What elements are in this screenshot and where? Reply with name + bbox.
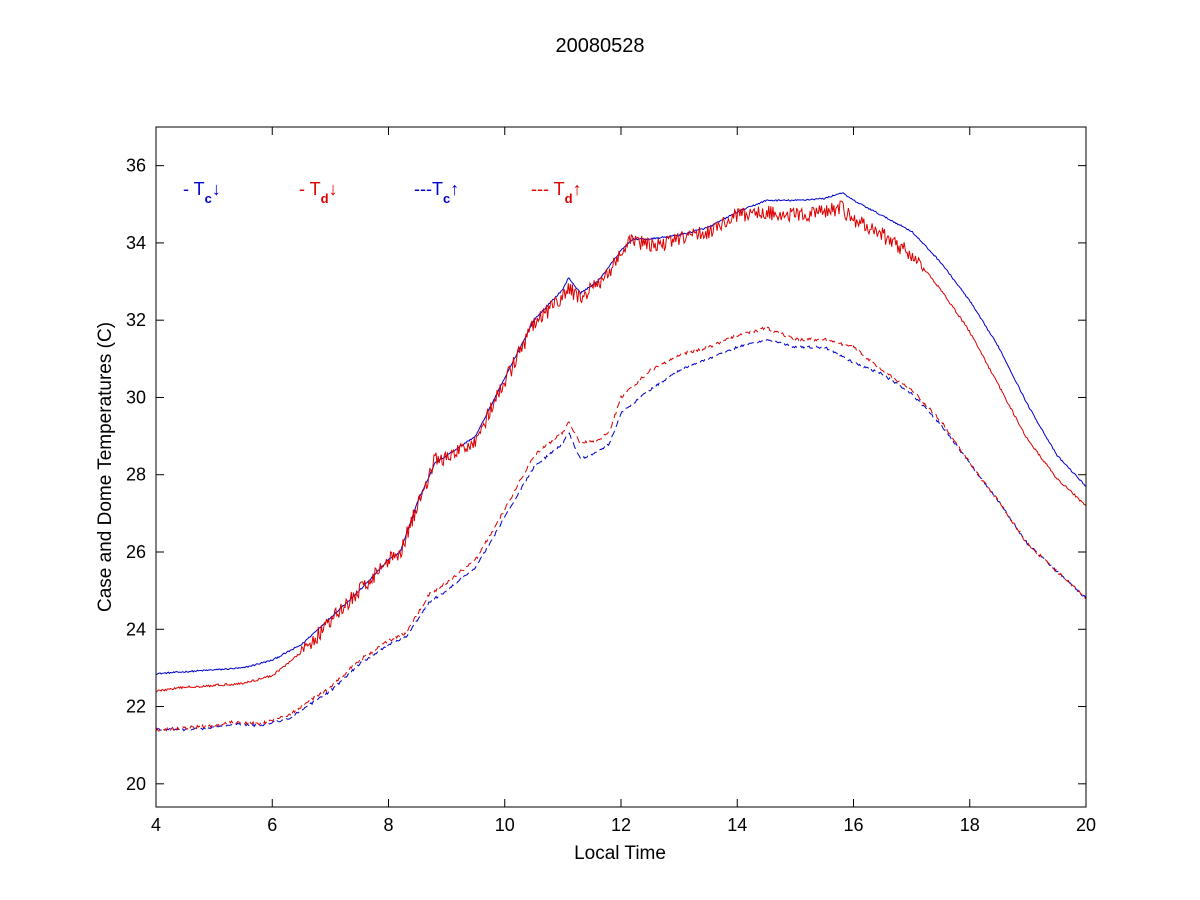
- y-axis: 20 22 24 26 28 30 32 34 36: [126, 156, 1086, 794]
- legend: - Tc↓ - Td↓ ---Tc↑ --- Td↑: [183, 179, 582, 206]
- x-tick-label: 16: [843, 815, 863, 835]
- x-tick-label: 20: [1076, 815, 1096, 835]
- y-tick-label: 34: [126, 233, 146, 253]
- legend-entry: --- Td↑: [531, 179, 582, 206]
- y-tick-label: 28: [126, 465, 146, 485]
- series-line-3: [155, 339, 1087, 732]
- legend-entry: - Td↓: [299, 179, 338, 206]
- x-tick-label: 4: [151, 815, 161, 835]
- y-tick-label: 22: [126, 697, 146, 717]
- x-axis: 4 6 8 10 12 14 16 18 20: [151, 127, 1096, 835]
- series-line-4: [155, 326, 1087, 732]
- y-tick-label: 26: [126, 542, 146, 562]
- x-tick-label: 12: [611, 815, 631, 835]
- series-line-1: [155, 192, 1087, 675]
- y-tick-label: 36: [126, 156, 146, 176]
- x-axis-label: Local Time: [574, 843, 666, 864]
- x-tick-label: 6: [267, 815, 277, 835]
- x-tick-label: 18: [960, 815, 980, 835]
- y-tick-label: 30: [126, 387, 146, 407]
- chart-title: 20080528: [556, 35, 645, 57]
- y-tick-label: 32: [126, 310, 146, 330]
- y-tick-label: 20: [126, 774, 146, 794]
- legend-entry: ---Tc↑: [414, 179, 459, 206]
- x-tick-label: 10: [495, 815, 515, 835]
- legend-entry: - Tc↓: [183, 179, 221, 206]
- plot-area-border: [155, 126, 1087, 808]
- series-layer: [155, 192, 1087, 732]
- y-axis-label: Case and Dome Temperatures (C): [95, 322, 116, 612]
- x-tick-label: 14: [727, 815, 747, 835]
- y-tick-label: 24: [126, 619, 146, 639]
- x-tick-label: 8: [383, 815, 393, 835]
- series-line-2: [155, 200, 1087, 693]
